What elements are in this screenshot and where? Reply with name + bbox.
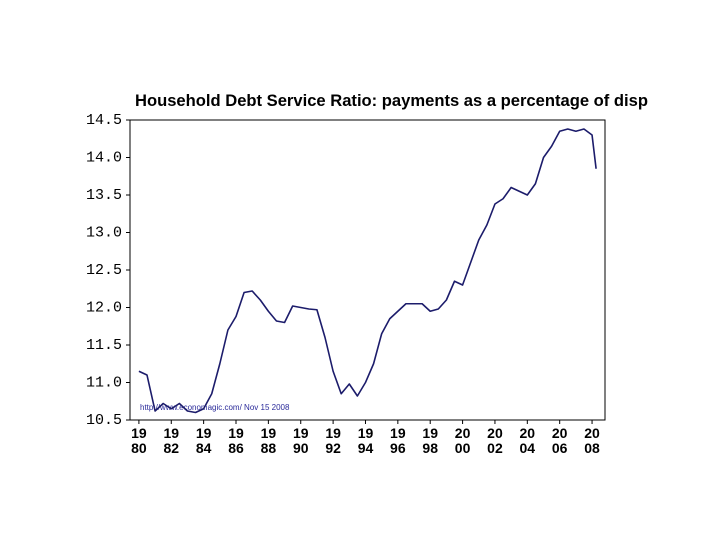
y-tick-label: 12.5 [86, 262, 122, 279]
x-tick-label: 20 04 [520, 425, 536, 456]
source-note: http://www.economagic.com/ Nov 15 2008 [140, 403, 290, 412]
x-tick-label: 19 88 [261, 425, 277, 456]
y-tick-label: 13.5 [86, 187, 122, 204]
x-tick-label: 19 86 [228, 425, 244, 456]
x-tick-label: 19 96 [390, 425, 406, 456]
x-tick-label: 20 06 [552, 425, 568, 456]
y-tick-label: 11.5 [86, 337, 122, 354]
x-tick-label: 19 82 [163, 425, 179, 456]
x-tick-label: 19 98 [422, 425, 438, 456]
x-tick-label: 20 00 [455, 425, 471, 456]
y-tick-label: 14.5 [86, 112, 122, 129]
y-tick-label: 13.0 [86, 224, 122, 241]
data-line [138, 128, 597, 414]
x-tick-label: 19 80 [131, 425, 147, 456]
x-tick-label: 19 94 [358, 425, 374, 456]
y-tick-label: 14.0 [86, 149, 122, 166]
x-tick-label: 20 08 [584, 425, 600, 456]
plot-frame [129, 119, 606, 421]
x-tick-label: 19 84 [196, 425, 212, 456]
x-tick-label: 20 02 [487, 425, 503, 456]
chart-title: Household Debt Service Ratio: payments a… [135, 91, 648, 110]
x-tick-label: 19 90 [293, 425, 309, 456]
y-tick-label: 10.5 [86, 412, 122, 429]
y-tick-label: 11.0 [86, 374, 122, 391]
x-tick-label: 19 92 [325, 425, 341, 456]
y-tick-label: 12.0 [86, 299, 122, 316]
